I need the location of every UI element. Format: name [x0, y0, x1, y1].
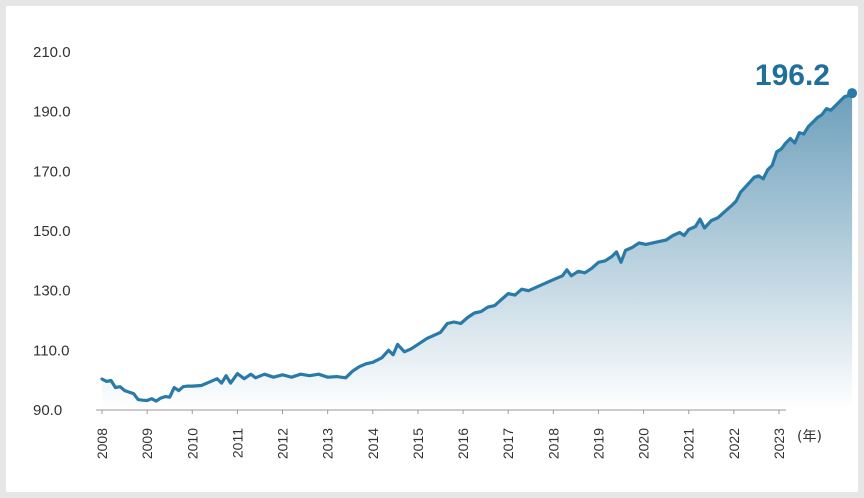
- x-tick-label: 2010: [184, 428, 200, 459]
- last-point-marker: [847, 88, 858, 99]
- x-tick-label: 2013: [320, 428, 336, 459]
- y-tick-label: 110.0: [33, 342, 69, 359]
- x-tick-label: 2014: [365, 428, 381, 459]
- y-tick-label: 210.0: [33, 44, 71, 61]
- x-tick-label: 2023: [771, 428, 787, 459]
- x-tick-label: 2022: [726, 428, 742, 459]
- x-tick-label: 2012: [275, 428, 291, 459]
- y-tick-label: 130.0: [33, 283, 71, 300]
- y-tick-label: 90.0: [33, 402, 62, 419]
- y-tick-label: 170.0: [33, 163, 71, 180]
- x-tick-label: 2021: [681, 428, 697, 459]
- x-tick-label: 2018: [545, 428, 561, 459]
- x-tick-label: 2008: [94, 428, 110, 459]
- x-axis-unit-label: (年): [797, 429, 822, 445]
- x-tick-label: 2015: [410, 428, 426, 459]
- last-value-label: 196.2: [755, 59, 830, 92]
- area-fill: [102, 93, 853, 410]
- x-tick-label: 2017: [500, 428, 516, 459]
- x-tick-label: 2011: [229, 428, 245, 458]
- x-tick-label: 2020: [636, 428, 652, 459]
- x-tick-label: 2016: [455, 428, 471, 459]
- x-tick-label: 2009: [139, 428, 155, 459]
- y-tick-label: 150.0: [33, 223, 71, 240]
- x-tick-label: 2019: [590, 428, 606, 459]
- series-line: [100, 91, 854, 403]
- y-tick-label: 190.0: [33, 104, 71, 121]
